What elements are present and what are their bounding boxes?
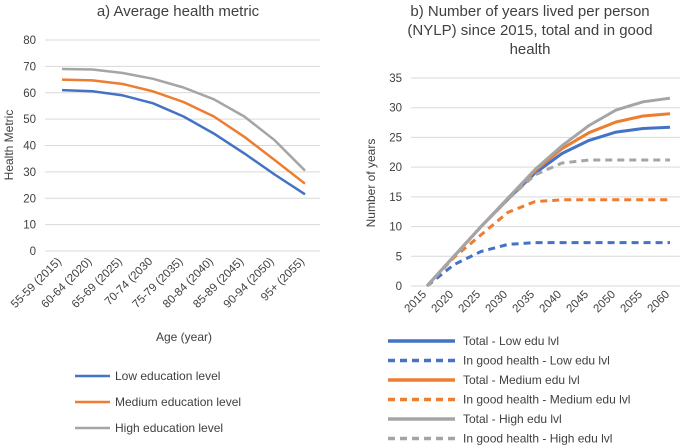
a-series-line-medium-education-level bbox=[61, 78, 306, 185]
panel-b-gridlines bbox=[411, 77, 680, 287]
b-legend-label-in-good-health-low-edu-lvl: In good health - Low edu lvl bbox=[463, 354, 610, 368]
b-x-tick-label: 2050 bbox=[592, 289, 619, 316]
a-y-tick-label: 40 bbox=[23, 141, 36, 153]
b-y-tick-label: 20 bbox=[389, 162, 402, 174]
b-x-tick-label: 2025 bbox=[457, 289, 484, 316]
b-y-tick-label: 25 bbox=[389, 132, 402, 144]
panel-a-series bbox=[61, 67, 306, 196]
b-legend-label-in-good-health-high-edu-lvl: In good health - High edu lvl bbox=[463, 432, 612, 445]
b-series-line-total-medium-edu-lvl bbox=[425, 112, 671, 288]
b-x-tick-label: 2045 bbox=[565, 289, 592, 316]
b-y-tick-label: 35 bbox=[389, 73, 402, 85]
b-x-tick-label: 2040 bbox=[538, 289, 565, 316]
a-y-tick-label: 20 bbox=[23, 193, 36, 205]
a-series-line-low-education-level bbox=[61, 88, 306, 196]
b-x-tick-label: 2060 bbox=[646, 289, 673, 316]
a-y-tick-label: 50 bbox=[23, 114, 36, 126]
a-y-tick-label: 30 bbox=[23, 167, 36, 179]
panel-b-x-ticks: 2015 2020 2025 2030 2035 2040 2045 2050 2055 2060 bbox=[403, 289, 673, 316]
b-y-tick-label: 30 bbox=[389, 103, 402, 115]
b-legend-label-in-good-health-medium-edu-lvl: In good health - Medium edu lvl bbox=[463, 393, 630, 407]
a-legend-label-low-education-level: Low education level bbox=[115, 369, 220, 383]
panel-b-y-ticks: 0 5 10 15 20 25 30 35 bbox=[389, 73, 402, 293]
panel-a-x-axis-label: Age (year) bbox=[156, 330, 212, 344]
b-series-line-total-low-edu-lvl bbox=[425, 125, 671, 288]
panel-b-legend: Total - Low edu lvl In good health - Low … bbox=[388, 334, 630, 445]
b-x-tick-label: 2055 bbox=[619, 289, 646, 316]
a-series-line-high-education-level bbox=[61, 67, 306, 172]
b-x-tick-label: 2020 bbox=[430, 289, 457, 316]
a-y-tick-label: 80 bbox=[23, 35, 36, 47]
panel-a: a) Average health metric 0 10 20 30 40 50 60 70… bbox=[2, 3, 320, 435]
a-y-tick-label: 0 bbox=[30, 246, 36, 258]
b-series-line-in-good-health-medium-edu-lvl bbox=[425, 198, 670, 288]
a-legend-label-high-education-level: High education level bbox=[115, 421, 223, 435]
panel-a-y-ticks: 0 10 20 30 40 50 60 70 80 bbox=[23, 35, 36, 258]
a-y-tick-label: 10 bbox=[23, 220, 36, 232]
panel-a-y-axis-label: Health Metric bbox=[2, 110, 16, 181]
panel-a-x-ticks: 55-59 (2015)60-64 (2020)65-69 (2025)70-7… bbox=[9, 256, 307, 311]
b-series-line-total-high-edu-lvl bbox=[425, 96, 671, 288]
panel-a-gridlines bbox=[45, 39, 320, 252]
b-y-tick-label: 5 bbox=[396, 251, 402, 263]
b-y-tick-label: 0 bbox=[396, 281, 402, 293]
b-x-tick-label: 2035 bbox=[511, 289, 538, 316]
panel-b: b) Number of years lived per person (NYL… bbox=[364, 3, 680, 445]
panel-b-y-axis-label: Number of years bbox=[364, 139, 378, 228]
panel-b-series bbox=[425, 96, 671, 288]
b-x-tick-label: 2030 bbox=[484, 289, 511, 316]
panel-b-title-line-2: (NYLP) since 2015, total and in good bbox=[407, 22, 652, 39]
b-y-tick-label: 15 bbox=[389, 192, 402, 204]
a-legend-label-medium-education-level: Medium education level bbox=[115, 395, 241, 409]
b-legend-label-total-high-edu-lvl: Total - High edu lvl bbox=[463, 412, 562, 426]
b-series-line-in-good-health-low-edu-lvl bbox=[426, 241, 670, 288]
panel-a-title: a) Average health metric bbox=[97, 3, 260, 20]
b-series-line-in-good-health-high-edu-lvl bbox=[425, 158, 670, 288]
panel-b-title-line-3: health bbox=[510, 41, 551, 58]
a-y-tick-label: 60 bbox=[23, 88, 36, 100]
b-legend-label-total-low-edu-lvl: Total - Low edu lvl bbox=[463, 334, 559, 348]
b-y-tick-label: 10 bbox=[389, 222, 402, 234]
panel-b-title-line-1: b) Number of years lived per person bbox=[410, 3, 649, 20]
b-x-tick-label: 2015 bbox=[403, 289, 430, 316]
panel-a-legend: Low education level Medium education leve… bbox=[75, 369, 241, 435]
a-y-tick-label: 70 bbox=[23, 61, 36, 73]
b-legend-label-total-medium-edu-lvl: Total - Medium edu lvl bbox=[463, 373, 580, 387]
